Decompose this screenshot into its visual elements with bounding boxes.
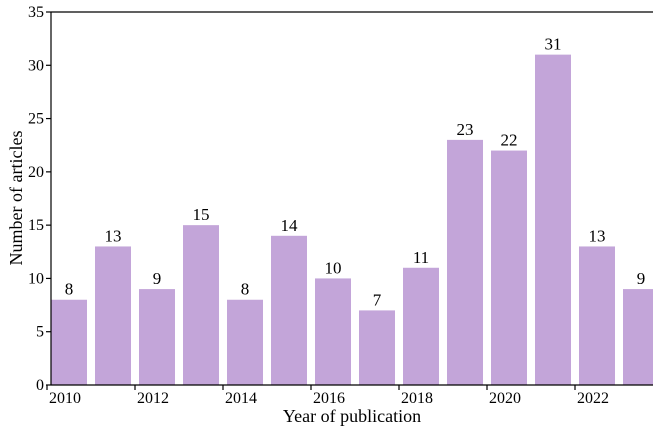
y-axis-label: Number of articles	[6, 131, 26, 266]
bar-value-label-2022: 13	[589, 226, 606, 245]
y-tick-label: 35	[28, 4, 44, 21]
y-tick-label: 0	[36, 377, 44, 394]
y-tick-label: 25	[28, 111, 44, 128]
y-tick-label: 30	[28, 57, 44, 74]
bar-value-label-2011: 13	[105, 226, 122, 245]
bar-2022	[579, 246, 615, 385]
bar-2019	[447, 139, 483, 385]
y-tick-label: 10	[28, 270, 44, 287]
x-axis-label: Year of publication	[283, 406, 421, 426]
bar-value-label-2010: 8	[65, 280, 74, 299]
x-tick-label: 2014	[225, 390, 257, 407]
bar-value-label-2023: 9	[637, 269, 646, 288]
bar-2011	[95, 246, 131, 385]
bar-value-label-2020: 22	[501, 131, 518, 150]
bar-2012	[139, 289, 175, 385]
bar-value-label-2018: 11	[413, 248, 429, 267]
x-tick-label: 2010	[49, 390, 81, 407]
bar-2016	[315, 278, 351, 385]
bar-2017	[359, 310, 395, 385]
bar-value-label-2013: 15	[193, 205, 210, 224]
bar-value-label-2016: 10	[325, 258, 342, 277]
bar-2013	[183, 225, 219, 385]
x-tick-label: 2012	[137, 390, 169, 407]
bar-2023	[623, 289, 653, 385]
bar-labels: 8 13 9 15 8 14 10 7 11 23 22 31 13 9	[65, 35, 646, 310]
bar-value-label-2014: 8	[241, 280, 250, 299]
bars	[51, 54, 653, 385]
x-tick-label: 2022	[577, 390, 609, 407]
x-tick-label: 2020	[489, 390, 521, 407]
axes	[50, 11, 653, 386]
bar-2014	[227, 299, 263, 385]
x-tick-label: 2018	[401, 390, 433, 407]
bar-value-label-2021: 31	[545, 35, 562, 54]
bar-2015	[271, 235, 307, 385]
x-ticks: 2010 2012 2014 2016 2018 2020 2022	[46, 385, 609, 407]
x-tick-label: 2016	[313, 390, 345, 407]
y-tick-label: 5	[36, 324, 44, 341]
y-ticks: 0 5 10 15 20 25 30 35	[28, 4, 51, 394]
bar-2020	[491, 150, 527, 385]
bar-value-label-2019: 23	[457, 120, 474, 139]
y-tick-label: 15	[28, 217, 44, 234]
bar-2018	[403, 267, 439, 385]
bar-2010	[51, 299, 87, 385]
bar-2021	[535, 54, 571, 385]
bar-value-label-2017: 7	[373, 290, 382, 309]
bar-value-label-2015: 14	[281, 216, 299, 235]
y-tick-label: 20	[28, 164, 44, 181]
bar-value-label-2012: 9	[153, 269, 162, 288]
